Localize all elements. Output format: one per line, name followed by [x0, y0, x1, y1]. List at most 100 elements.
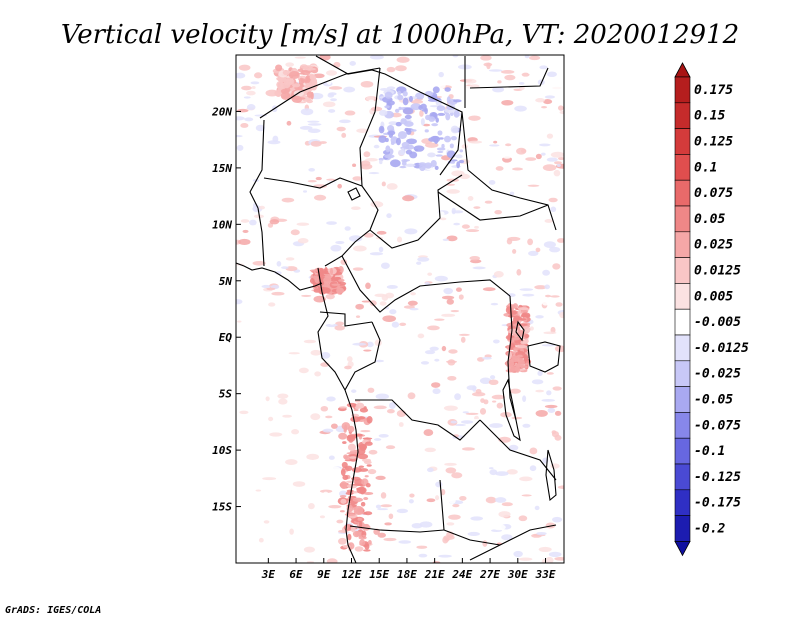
field-cell [465, 412, 479, 415]
field-cell [472, 266, 486, 270]
field-cell [386, 86, 396, 90]
colorbar-swatch [674, 128, 691, 155]
field-cell [416, 545, 428, 549]
field-cell [456, 161, 461, 169]
field-cell [557, 238, 564, 243]
field-cell [305, 75, 311, 84]
field-cell [392, 434, 407, 440]
field-cell [535, 410, 548, 417]
field-cell [359, 521, 363, 528]
field-cell [438, 71, 444, 78]
field-cell [339, 490, 348, 497]
field-cell [276, 261, 282, 267]
field-cell [363, 511, 373, 516]
colorbar-swatch [674, 463, 691, 491]
field-cell [389, 402, 396, 410]
colorbar-swatch [674, 205, 691, 233]
field-cell [378, 109, 388, 116]
field-cell [545, 556, 554, 563]
field-cell [314, 371, 321, 377]
field-cell [325, 323, 339, 328]
field-cell [340, 481, 348, 489]
field-cell [355, 402, 365, 409]
field-cell [501, 534, 513, 541]
field-cell [244, 265, 254, 270]
colorbar-label: 0.15 [694, 109, 725, 124]
field-cell [254, 72, 263, 79]
field-cell [492, 86, 505, 93]
field-cell [309, 269, 320, 272]
field-cell [521, 494, 532, 497]
field-cell [400, 118, 407, 125]
border-nigeria-niger [263, 177, 363, 189]
field-cell [388, 121, 398, 126]
field-cell [424, 129, 429, 133]
field-cell [384, 105, 390, 109]
field-cell [315, 176, 322, 181]
field-cell [488, 379, 499, 386]
colorbar-label: -0.05 [694, 393, 733, 408]
field-cell [436, 147, 446, 151]
field-cell [493, 140, 498, 144]
field-cell [334, 325, 345, 331]
colorbar-label: 0.05 [694, 212, 725, 227]
field-cell [509, 191, 515, 196]
field-cell [458, 294, 464, 300]
field-cell [292, 481, 306, 487]
colorbar-label: 0.025 [694, 238, 733, 253]
field-cell [495, 59, 510, 63]
field-cell [358, 465, 365, 468]
field-cell [511, 416, 523, 420]
field-cell [554, 532, 564, 538]
field-cell [552, 516, 563, 523]
field-cell [354, 400, 361, 403]
y-tick-label: 10N [212, 218, 232, 231]
field-cell [375, 475, 386, 481]
field-cell [278, 109, 283, 115]
field-cell [288, 352, 300, 355]
field-cell [271, 291, 285, 296]
field-cell [402, 90, 408, 97]
field-cell [418, 553, 428, 558]
field-cell [556, 163, 561, 167]
field-cell [537, 416, 544, 419]
colorbar-swatch [674, 102, 691, 129]
field-cell [521, 72, 530, 77]
field-cell [381, 294, 389, 301]
field-cell [453, 222, 460, 226]
colorbar-label: -0.025 [694, 367, 741, 382]
field-cell [386, 66, 396, 73]
field-cell [427, 325, 440, 331]
field-cell [470, 516, 484, 521]
field-cell [524, 333, 530, 339]
field-cell [357, 447, 366, 455]
field-cell [438, 554, 452, 558]
field-cell [298, 367, 309, 374]
field-cell [547, 407, 556, 413]
field-cell [509, 388, 521, 394]
field-cell [401, 160, 407, 166]
field-cell [285, 103, 300, 110]
field-cell [443, 287, 454, 295]
field-cell [461, 224, 470, 229]
colorbar-label: -0.1 [694, 444, 725, 459]
field-cell [458, 159, 465, 164]
field-cell [326, 299, 331, 304]
field-cell [444, 462, 457, 466]
field-cell [338, 406, 348, 409]
field-cell [338, 279, 343, 282]
field-cell [401, 141, 410, 148]
field-cell [445, 112, 451, 121]
field-cell [240, 123, 249, 128]
field-cell [367, 387, 375, 393]
field-cell [541, 558, 547, 563]
field-cell [469, 256, 481, 261]
field-cell [445, 467, 457, 474]
field-cell [555, 302, 563, 307]
field-cell [502, 154, 512, 159]
field-cell [538, 546, 552, 552]
field-cell [245, 466, 255, 473]
colorbar-label: -0.2 [694, 522, 725, 537]
field-cell [328, 109, 336, 113]
y-tick-label: 10S [212, 444, 232, 457]
